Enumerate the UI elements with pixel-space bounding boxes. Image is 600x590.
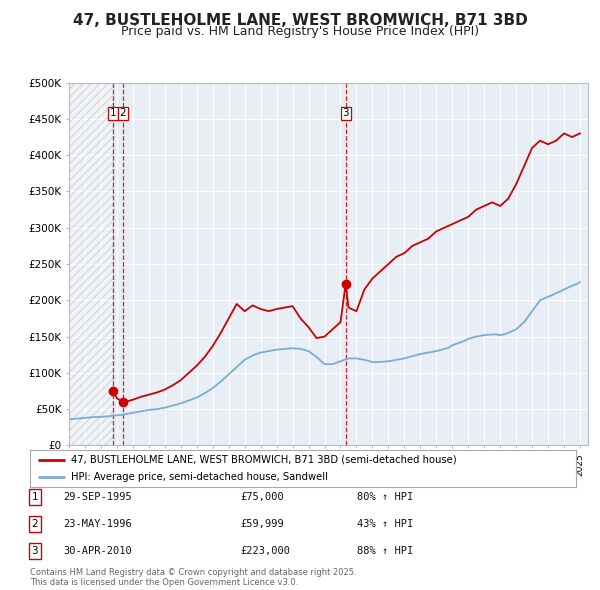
Text: 23-MAY-1996: 23-MAY-1996 [63, 519, 132, 529]
Text: 80% ↑ HPI: 80% ↑ HPI [357, 492, 413, 502]
Text: 47, BUSTLEHOLME LANE, WEST BROMWICH, B71 3BD: 47, BUSTLEHOLME LANE, WEST BROMWICH, B71… [73, 13, 527, 28]
Text: 3: 3 [343, 109, 349, 119]
Text: 1: 1 [110, 109, 116, 119]
Text: Contains HM Land Registry data © Crown copyright and database right 2025.
This d: Contains HM Land Registry data © Crown c… [30, 568, 356, 587]
Bar [69, 83, 113, 445]
Text: 30-APR-2010: 30-APR-2010 [63, 546, 132, 556]
Text: 88% ↑ HPI: 88% ↑ HPI [357, 546, 413, 556]
Text: 3: 3 [31, 546, 38, 556]
Text: 1: 1 [31, 492, 38, 502]
Text: £75,000: £75,000 [240, 492, 284, 502]
Text: £223,000: £223,000 [240, 546, 290, 556]
Text: 29-SEP-1995: 29-SEP-1995 [63, 492, 132, 502]
Text: 2: 2 [31, 519, 38, 529]
Text: 2: 2 [119, 109, 126, 119]
Text: 43% ↑ HPI: 43% ↑ HPI [357, 519, 413, 529]
Text: £59,999: £59,999 [240, 519, 284, 529]
Text: Price paid vs. HM Land Registry's House Price Index (HPI): Price paid vs. HM Land Registry's House … [121, 25, 479, 38]
Text: 47, BUSTLEHOLME LANE, WEST BROMWICH, B71 3BD (semi-detached house): 47, BUSTLEHOLME LANE, WEST BROMWICH, B71… [71, 455, 457, 464]
Text: HPI: Average price, semi-detached house, Sandwell: HPI: Average price, semi-detached house,… [71, 472, 328, 481]
